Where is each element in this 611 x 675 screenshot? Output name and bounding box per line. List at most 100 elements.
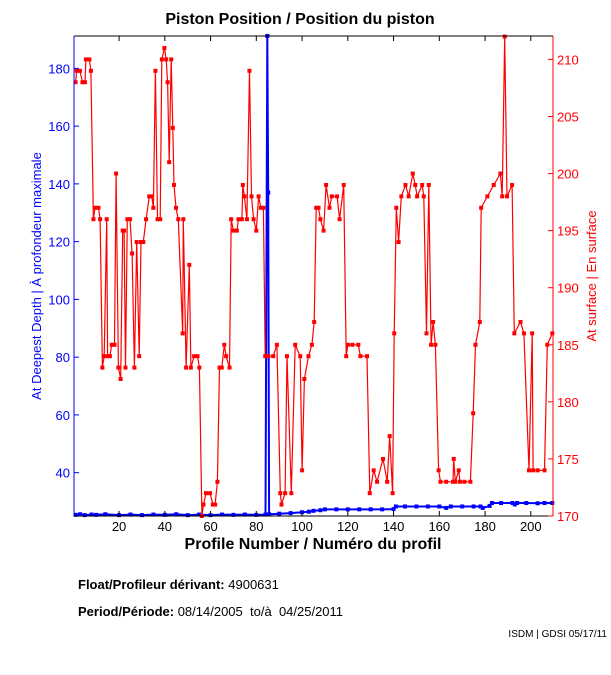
y-right-tick-label: 195 bbox=[557, 224, 579, 239]
data-point bbox=[242, 512, 247, 517]
y-right-tick-label: 170 bbox=[557, 509, 579, 524]
data-point bbox=[139, 513, 144, 518]
data-point bbox=[112, 342, 117, 347]
data-point bbox=[171, 182, 176, 187]
data-point bbox=[329, 194, 334, 199]
data-point bbox=[181, 217, 186, 222]
data-point bbox=[505, 194, 510, 199]
data-point bbox=[518, 319, 523, 324]
data-point bbox=[227, 365, 232, 370]
x-tick-label: 180 bbox=[474, 519, 496, 534]
data-point bbox=[82, 513, 87, 518]
data-point bbox=[128, 217, 133, 222]
y-right-tick-label: 190 bbox=[557, 281, 579, 296]
data-point bbox=[109, 342, 114, 347]
data-point bbox=[278, 491, 283, 496]
data-point bbox=[251, 217, 256, 222]
data-point bbox=[512, 331, 517, 336]
data-point bbox=[271, 354, 276, 359]
data-point bbox=[309, 342, 314, 347]
y-left-tick-label: 120 bbox=[48, 235, 70, 250]
data-point bbox=[321, 228, 326, 233]
data-point bbox=[195, 354, 200, 359]
y-left-tick-label: 100 bbox=[48, 292, 70, 307]
data-point bbox=[130, 251, 135, 256]
data-point bbox=[128, 512, 133, 517]
data-point bbox=[274, 342, 279, 347]
x-tick-label: 20 bbox=[112, 519, 126, 534]
data-point bbox=[222, 342, 227, 347]
series-deepest-depth bbox=[73, 34, 555, 518]
data-point bbox=[485, 194, 490, 199]
data-point bbox=[159, 57, 164, 62]
data-point bbox=[104, 217, 109, 222]
data-point bbox=[263, 354, 268, 359]
x-tick-label: 60 bbox=[203, 519, 217, 534]
y-left-tick-label: 160 bbox=[48, 119, 70, 134]
series-line bbox=[75, 36, 553, 517]
data-point bbox=[410, 171, 415, 176]
data-point bbox=[316, 205, 321, 210]
data-point bbox=[249, 194, 254, 199]
data-point bbox=[74, 68, 79, 73]
data-point bbox=[267, 512, 272, 517]
data-point bbox=[491, 182, 496, 187]
data-point bbox=[471, 504, 476, 509]
data-point bbox=[122, 228, 127, 233]
data-point bbox=[180, 331, 185, 336]
data-point bbox=[103, 512, 108, 517]
data-point bbox=[318, 508, 323, 513]
series-surface bbox=[73, 34, 555, 518]
data-point bbox=[530, 331, 535, 336]
data-point bbox=[350, 342, 355, 347]
y-left-tick-label: 180 bbox=[48, 61, 70, 76]
data-point bbox=[480, 505, 485, 510]
data-point bbox=[239, 217, 244, 222]
data-point bbox=[242, 194, 247, 199]
x-tick-label: 120 bbox=[337, 519, 359, 534]
data-point bbox=[87, 57, 92, 62]
data-point bbox=[510, 501, 515, 506]
data-point bbox=[424, 331, 429, 336]
data-point bbox=[433, 342, 438, 347]
data-point bbox=[510, 182, 515, 187]
data-point bbox=[542, 468, 547, 473]
data-point bbox=[266, 354, 271, 359]
y-right-tick-label: 175 bbox=[557, 452, 579, 467]
data-point bbox=[147, 194, 152, 199]
float-value: 4900631 bbox=[228, 577, 279, 592]
data-point bbox=[356, 342, 361, 347]
data-point bbox=[197, 365, 202, 370]
data-point bbox=[311, 508, 316, 513]
data-point bbox=[367, 491, 372, 496]
data-point bbox=[542, 501, 547, 506]
data-point bbox=[429, 342, 434, 347]
data-point bbox=[158, 217, 163, 222]
data-point bbox=[134, 240, 139, 245]
data-point bbox=[406, 194, 411, 199]
data-point bbox=[288, 511, 293, 516]
data-point bbox=[279, 502, 284, 507]
data-point bbox=[381, 456, 386, 461]
data-point bbox=[118, 377, 123, 382]
data-point bbox=[263, 512, 268, 517]
data-point bbox=[254, 228, 259, 233]
data-point bbox=[396, 240, 401, 245]
data-point bbox=[293, 342, 298, 347]
data-point bbox=[413, 182, 418, 187]
period-end: 04/25/2011 bbox=[278, 604, 344, 619]
data-point bbox=[438, 479, 443, 484]
data-point bbox=[192, 354, 197, 359]
data-point bbox=[314, 205, 319, 210]
data-point bbox=[324, 182, 329, 187]
data-point bbox=[414, 504, 419, 509]
data-point bbox=[144, 217, 149, 222]
data-point bbox=[498, 171, 503, 176]
data-point bbox=[531, 468, 536, 473]
data-point bbox=[318, 217, 323, 222]
y-left-tick-label: 60 bbox=[56, 408, 70, 423]
data-point bbox=[94, 512, 99, 517]
data-point bbox=[394, 205, 399, 210]
data-point bbox=[88, 68, 93, 73]
